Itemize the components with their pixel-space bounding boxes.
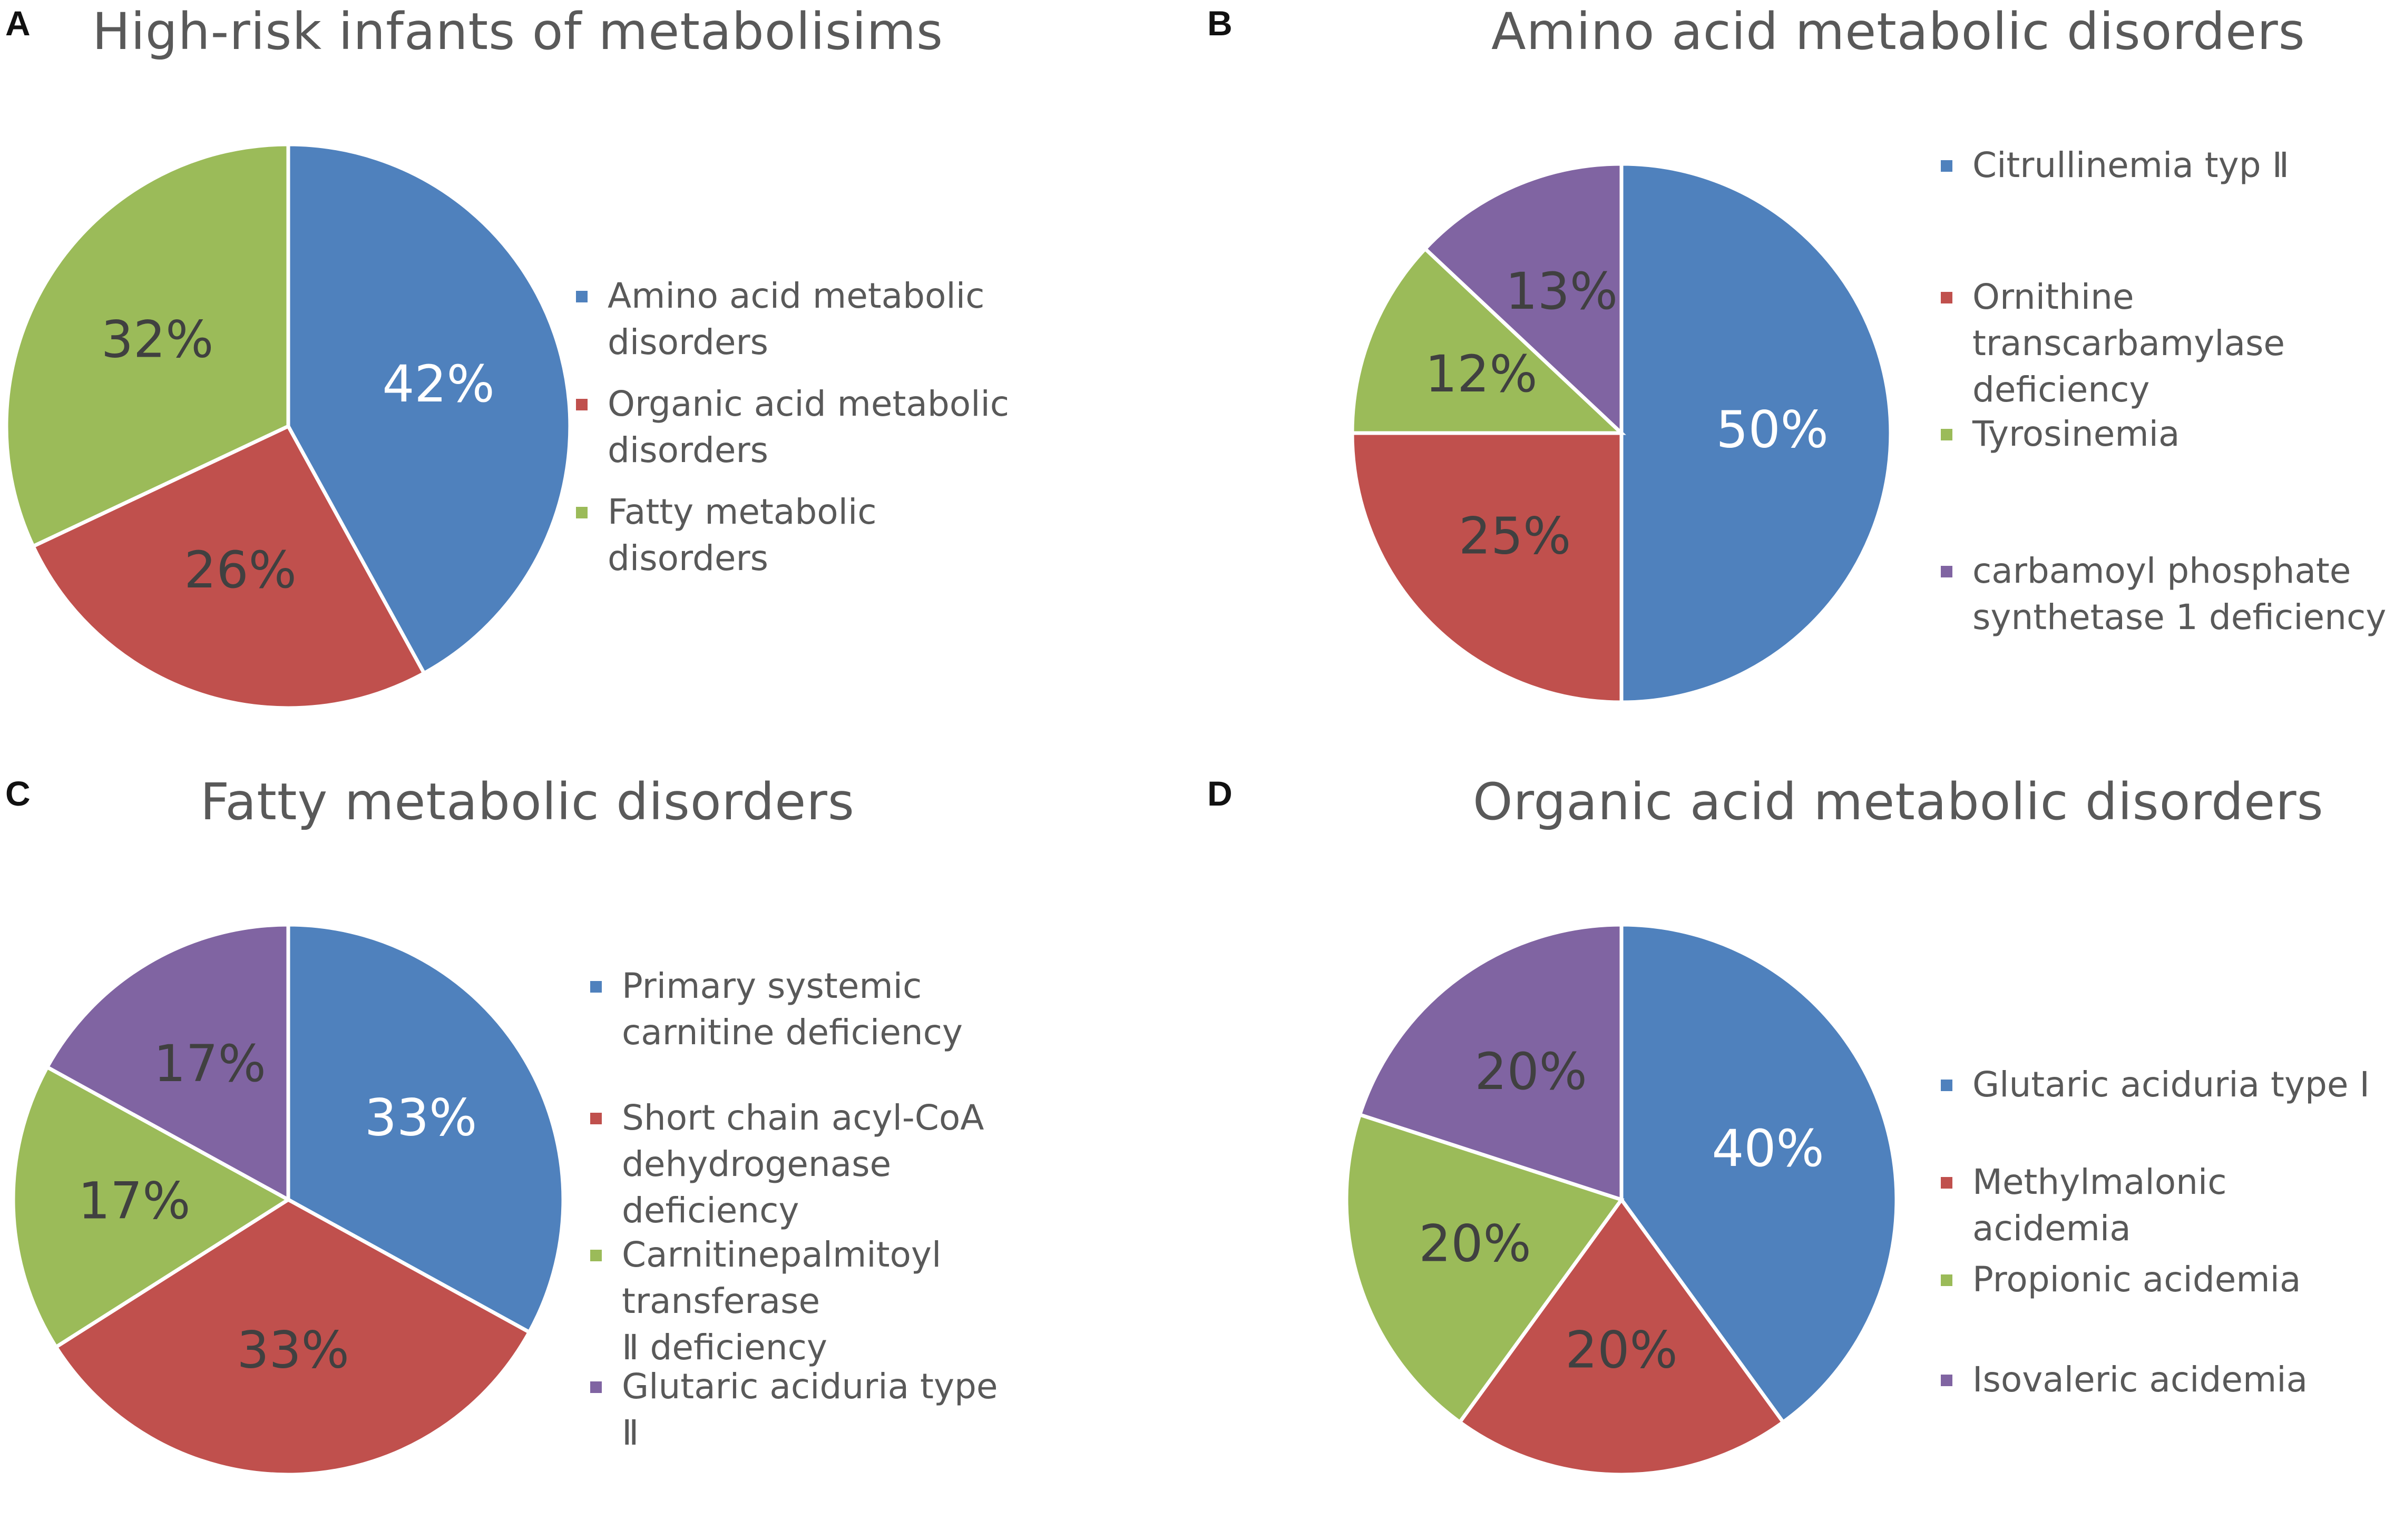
data-label-1: 50% [1716, 400, 1829, 459]
data-label-4: 20% [1475, 1042, 1587, 1101]
pie-chart: 33% 33% 17% 17% [11, 923, 565, 1477]
legend-swatch [1941, 566, 1952, 577]
legend-item: Glutaric aciduria type I [1941, 1062, 2404, 1108]
legend-item: Fatty metabolic disorders [576, 489, 1182, 582]
legend-label: Methylmalonic acidemia [1972, 1162, 2227, 1249]
data-label-1: 33% [365, 1088, 477, 1147]
pie-slice-1 [1619, 162, 1893, 704]
data-label-1: 40% [1712, 1119, 1824, 1178]
panel-letter: C [5, 774, 31, 813]
pie-slice-3 [11, 1064, 292, 1350]
legend-swatch [590, 981, 602, 993]
legend-item: Primary systemic carnitine deficiency [590, 963, 1196, 1056]
legend-swatch [1941, 292, 1952, 303]
legend-swatch [576, 507, 588, 518]
legend-label: Primary systemic carnitine deficiency [622, 966, 963, 1053]
legend-label: Propionic acidemia [1972, 1259, 2301, 1300]
legend-label: Citrullinemia typ Ⅱ [1972, 145, 2290, 185]
chart-title: Fatty metabolic disorders [200, 772, 855, 831]
pie-slice-4 [44, 923, 290, 1203]
legend-label: Glutaric aciduria type I [1972, 1064, 2370, 1105]
legend-swatch [590, 1250, 602, 1261]
data-label-4: 17% [154, 1034, 266, 1093]
legend-label: Ornithine transcarbamylase deficiency [1972, 277, 2285, 410]
legend-item: carbamoyl phosphate synthetase 1 deficien… [1941, 548, 2404, 641]
data-label-3: 20% [1419, 1214, 1531, 1273]
legend-swatch [1941, 429, 1952, 440]
pie-slice-4 [1422, 162, 1624, 438]
panel-letter: A [5, 4, 31, 43]
chart-panel-c: C Fatty metabolic disorders 33% 33% 17% 17%… [0, 770, 1202, 1540]
data-label-1: 42% [382, 355, 494, 414]
legend-label: Tyrosinemia [1972, 414, 2180, 454]
legend-label: Carnitinepalmitoyl transferase Ⅱ deficien… [622, 1234, 942, 1368]
legend-swatch [1941, 1177, 1952, 1189]
chart-panel-b: B Amino acid metabolic disorders 50% 25% 1… [1202, 0, 2404, 770]
data-label-3: 17% [78, 1172, 190, 1231]
legend-swatch [590, 1113, 602, 1124]
chart-panel-d: D Organic acid metabolic disorders 40% 20… [1202, 770, 2404, 1540]
legend-label: Glutaric aciduria type Ⅱ [622, 1366, 998, 1453]
legend-item: Glutaric aciduria type Ⅱ [590, 1364, 1196, 1456]
data-label-2: 20% [1565, 1321, 1677, 1380]
legend-label: Organic acid metabolic disorders [608, 384, 1010, 470]
legend-item: Citrullinemia typ Ⅱ [1941, 142, 2404, 189]
panel-letter: B [1207, 4, 1233, 43]
legend-label: Isovaleric acidemia [1972, 1359, 2308, 1400]
data-label-2: 33% [237, 1321, 349, 1380]
pie-slice-1 [1619, 923, 1899, 1425]
pie-slice-2 [1457, 1196, 1786, 1477]
pie-slice-4 [1357, 923, 1624, 1202]
pie-slice-2 [31, 424, 427, 710]
data-label-4: 13% [1506, 262, 1618, 321]
legend-item: Short chain acyl-CoA dehydrogenase deficie… [590, 1095, 1196, 1234]
pie-slice-3 [1344, 1112, 1625, 1425]
legend-swatch [1941, 160, 1952, 172]
legend-swatch [576, 291, 588, 302]
legend-item: Organic acid metabolic disorders [576, 381, 1182, 474]
pie-slice-3 [1350, 246, 1626, 435]
legend-item: Carnitinepalmitoyl transferase Ⅱ deficien… [590, 1232, 1196, 1371]
pie-slice-3 [4, 142, 290, 549]
legend-label: Fatty metabolic disorders [608, 492, 877, 578]
legend-swatch [1941, 1375, 1952, 1386]
legend-item: Methylmalonic acidemia [1941, 1159, 2404, 1252]
legend-swatch [1941, 1080, 1952, 1091]
pie-slice-2 [53, 1197, 532, 1477]
data-label-2: 25% [1459, 507, 1571, 566]
pie-slice-2 [1350, 431, 1624, 704]
legend-item: Tyrosinemia [1941, 411, 2404, 457]
legend-item: Propionic acidemia [1941, 1257, 2404, 1303]
chart-title: High-risk infants of metabolisims [92, 2, 944, 61]
legend-swatch [576, 399, 588, 410]
legend-swatch [590, 1381, 602, 1393]
pie-chart: 42% 26% 32% [4, 142, 572, 710]
legend-item: Isovaleric acidemia [1941, 1357, 2404, 1403]
data-label-2: 26% [184, 541, 296, 600]
legend-label: carbamoyl phosphate synthetase 1 deficien… [1972, 551, 2387, 637]
chart-panel-a: A High-risk infants of metabolisims 42% 2… [0, 0, 1202, 770]
pie-slice-1 [286, 142, 572, 676]
legend-item: Amino acid metabolic disorders [576, 273, 1182, 366]
panel-letter: D [1207, 774, 1233, 813]
legend-item: Ornithine transcarbamylase deficiency [1941, 274, 2404, 413]
data-label-3: 32% [101, 310, 213, 369]
legend-label: Short chain acyl-CoA dehydrogenase deficie… [622, 1097, 984, 1231]
chart-title: Amino acid metabolic disorders [1491, 2, 2305, 61]
pie-chart: 40% 20% 20% 20% [1344, 923, 1899, 1477]
chart-title: Organic acid metabolic disorders [1473, 772, 2324, 831]
legend-swatch [1941, 1274, 1952, 1286]
legend-label: Amino acid metabolic disorders [608, 276, 985, 362]
pie-slice-1 [286, 923, 565, 1335]
data-label-3: 12% [1425, 345, 1537, 404]
pie-chart: 50% 25% 12% 13% [1350, 162, 1893, 704]
